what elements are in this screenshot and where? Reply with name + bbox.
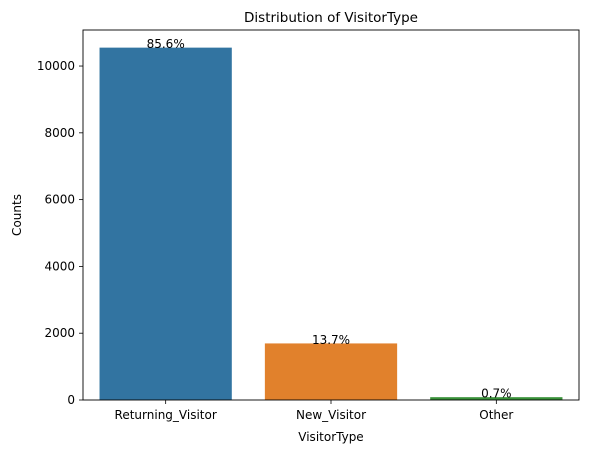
x-tick-label: Returning_Visitor xyxy=(115,408,217,422)
bars-layer xyxy=(99,47,563,400)
y-axis: 0 2000 4000 6000 8000 10000 xyxy=(37,59,83,407)
x-axis-label: VisitorType xyxy=(298,430,363,444)
bar-returning-visitor xyxy=(99,47,232,400)
y-tick-label: 0 xyxy=(67,393,75,407)
x-axis: Returning_Visitor New_Visitor Other xyxy=(115,400,513,422)
y-tick-label: 2000 xyxy=(44,326,75,340)
data-labels-layer: 85.6% 13.7% 0.7% xyxy=(147,37,512,401)
bar-new-visitor xyxy=(264,343,398,400)
y-tick-label: 4000 xyxy=(44,259,75,273)
x-tick-label: New_Visitor xyxy=(296,408,366,422)
data-label: 85.6% xyxy=(147,37,185,51)
data-label: 0.7% xyxy=(481,387,512,401)
x-tick-label: Other xyxy=(479,408,513,422)
y-axis-label: Counts xyxy=(10,194,24,236)
y-tick-label: 10000 xyxy=(37,59,75,73)
bar-other xyxy=(430,397,563,400)
plot-frame xyxy=(82,29,580,401)
y-tick-label: 8000 xyxy=(44,126,75,140)
chart-title: Distribution of VisitorType xyxy=(244,10,418,26)
data-label: 13.7% xyxy=(312,333,350,347)
y-tick-label: 6000 xyxy=(44,193,75,207)
